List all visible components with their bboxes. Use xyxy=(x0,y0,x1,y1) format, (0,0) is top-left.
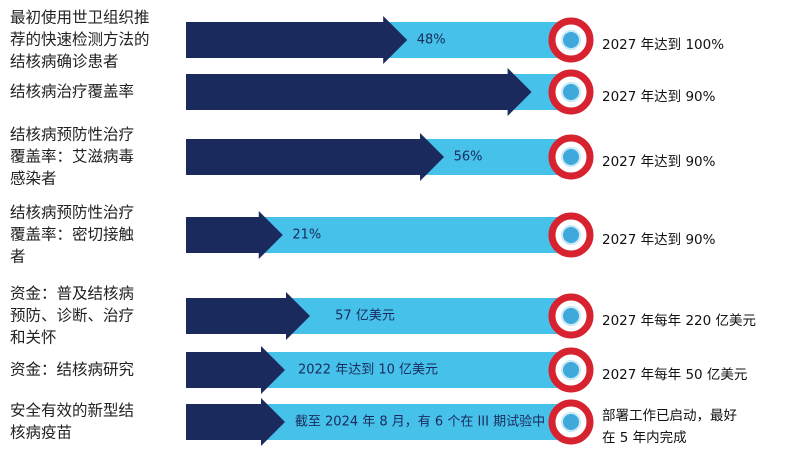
target-dot xyxy=(561,225,581,245)
bar-text: 2022 年达到 10 亿美元 xyxy=(298,363,438,378)
bar-text: 57 亿美元 xyxy=(335,309,395,324)
row-label: 覆盖率：艾滋病毒 xyxy=(10,148,134,166)
row-label: 结核病治疗覆盖率 xyxy=(10,83,134,101)
bar-text: 75% xyxy=(477,85,506,100)
target-dot xyxy=(561,82,581,102)
row-label: 覆盖率：密切接触 xyxy=(10,226,134,244)
progress-arrow xyxy=(186,211,283,259)
progress-arrow xyxy=(186,398,285,446)
target-dot xyxy=(561,360,581,380)
row-label: 资金：普及结核病 xyxy=(10,285,134,303)
bar-text: 截至 2024 年 8 月，有 6 个在 III 期试验中 xyxy=(295,414,545,430)
target-text: 在 5 年内完成 xyxy=(602,430,687,446)
row-label: 结核病预防性治疗 xyxy=(10,204,134,222)
target-text: 2027 年达到 100% xyxy=(602,37,724,53)
progress-arrow xyxy=(186,346,285,394)
target-text: 2027 年达到 90% xyxy=(602,154,716,170)
target-text: 2027 年达到 90% xyxy=(602,89,716,105)
row-label: 荐的快速检测方法的 xyxy=(10,31,150,49)
row-label: 感染者 xyxy=(10,170,57,188)
target-text: 2027 年每年 50 亿美元 xyxy=(602,367,747,383)
target-dot xyxy=(561,147,581,167)
progress-arrow xyxy=(186,68,532,116)
target-text: 2027 年每年 220 亿美元 xyxy=(602,313,756,329)
row-label: 资金：结核病研究 xyxy=(10,361,134,379)
progress-arrow xyxy=(186,292,310,340)
target-text: 2027 年达到 90% xyxy=(602,232,716,248)
target-dot xyxy=(561,412,581,432)
row-label: 预防、诊断、治疗 xyxy=(10,307,134,325)
row-label: 结核病预防性治疗 xyxy=(10,126,134,144)
target-dot xyxy=(561,306,581,326)
row-label: 核病疫苗 xyxy=(10,424,72,442)
row-label: 最初使用世卫组织推 xyxy=(10,9,150,27)
row-label: 结核病确诊患者 xyxy=(10,53,119,71)
progress-arrow xyxy=(186,16,408,64)
progress-arrow xyxy=(186,133,445,181)
row-label: 安全有效的新型结 xyxy=(10,402,134,420)
bar-text: 56% xyxy=(454,150,483,165)
bar-text: 21% xyxy=(292,228,321,243)
bar-text: 48% xyxy=(417,33,446,48)
row-label: 者 xyxy=(10,248,26,266)
row-label: 和关怀 xyxy=(10,329,57,347)
target-dot xyxy=(561,30,581,50)
target-text: 部署工作已启动，最好 xyxy=(602,408,737,424)
